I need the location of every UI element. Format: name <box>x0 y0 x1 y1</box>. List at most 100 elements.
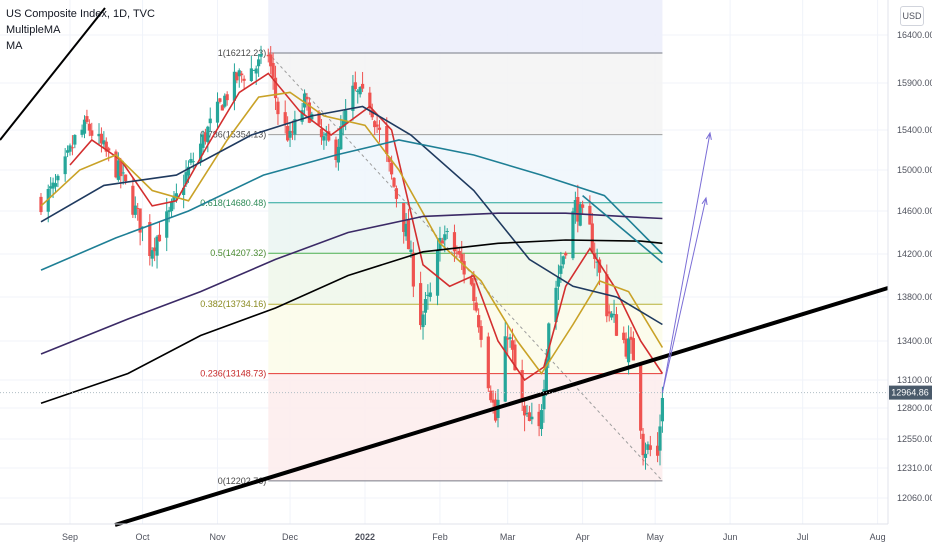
candle-body <box>360 83 365 89</box>
candle-body <box>136 208 140 210</box>
candle-body <box>660 397 665 422</box>
candle-body <box>455 252 459 254</box>
currency-button[interactable]: USD <box>900 6 924 26</box>
current-price-tag <box>889 385 932 400</box>
candle-body <box>452 232 457 252</box>
candle-body <box>65 150 70 153</box>
candle-body <box>351 85 355 111</box>
price-tick-label: 15400.00 <box>897 125 932 135</box>
candle-body <box>428 292 432 297</box>
candle-body <box>138 208 142 233</box>
indicator-ma[interactable]: MA <box>6 40 23 52</box>
candle-body <box>283 112 287 124</box>
time-tick-label: May <box>647 532 665 542</box>
candle-body <box>525 413 529 415</box>
candle-body <box>629 336 633 340</box>
moving-average-line <box>40 105 663 326</box>
fib-label: 0.786(15354.13) <box>200 130 266 140</box>
candle-body <box>631 338 636 361</box>
candle-body <box>269 54 273 67</box>
time-tick-label: Jul <box>797 532 809 542</box>
candle-body <box>530 416 534 420</box>
candle-body <box>56 175 60 181</box>
projection-line <box>661 132 711 393</box>
fib-label: 0.382(13734.16) <box>200 299 266 309</box>
price-tick-label: 12060.00 <box>897 493 932 503</box>
candle-body <box>462 261 466 275</box>
candle-body <box>90 130 94 136</box>
candle-body <box>249 68 253 82</box>
candle-body <box>370 109 374 118</box>
price-tick-label: 15900.00 <box>897 78 932 88</box>
candle-body <box>607 311 611 314</box>
candle-body <box>215 101 220 123</box>
candle-body <box>581 204 585 208</box>
candle-body <box>411 252 415 287</box>
projection-line <box>661 197 707 393</box>
price-tick-label: 12800.00 <box>897 403 932 413</box>
candle-body <box>63 156 67 175</box>
candle-body <box>148 222 152 257</box>
candle-body <box>639 365 643 431</box>
candle-body <box>223 95 227 107</box>
candle-body <box>445 231 449 233</box>
candle-body <box>305 96 309 100</box>
price-tick-label: 13800.00 <box>897 292 932 302</box>
chart-legend: US Composite Index, 1D, TVC MultipleMA M… <box>6 6 155 54</box>
candle-body <box>172 195 176 202</box>
moving-average-line <box>40 139 663 271</box>
candle-body <box>576 197 580 222</box>
candle-body <box>477 315 481 328</box>
candle-body <box>87 123 91 131</box>
candle-body <box>124 174 128 182</box>
candle-body <box>527 412 532 421</box>
symbol-title[interactable]: US Composite Index, 1D, TVC <box>6 8 155 20</box>
candle-body <box>174 193 178 198</box>
time-tick-label: Nov <box>209 532 226 542</box>
price-tick-label: 13400.00 <box>897 336 932 346</box>
indicator-multiplema[interactable]: MultipleMA <box>6 24 61 36</box>
candle-body <box>643 453 648 458</box>
candle-body <box>406 219 411 250</box>
candle-body <box>189 159 193 163</box>
candle-body <box>201 134 205 148</box>
candle-body <box>571 211 575 259</box>
candle-body <box>421 314 425 328</box>
candle-body <box>544 359 548 391</box>
candle-body <box>203 132 208 142</box>
candle-body <box>385 125 389 155</box>
candle-body <box>317 112 321 125</box>
time-tick-label: Jun <box>723 532 738 542</box>
candle-body <box>506 338 510 340</box>
candle-body <box>646 444 650 450</box>
candle-body <box>104 141 108 152</box>
candle-body <box>167 210 171 213</box>
time-tick-label: 2022 <box>355 532 375 542</box>
candle-body <box>622 332 626 340</box>
candle-body <box>206 126 210 143</box>
candle-body <box>556 277 561 287</box>
candle-body <box>472 283 476 302</box>
candle-body <box>595 261 599 263</box>
candle-body <box>561 256 565 265</box>
candle-body <box>626 338 631 363</box>
candle-body <box>503 336 507 402</box>
candle-body <box>225 94 229 101</box>
candle-body <box>184 172 188 185</box>
candle-body <box>508 337 512 340</box>
price-tick-label: 13100.00 <box>897 375 932 385</box>
moving-average-line <box>40 239 663 405</box>
candle-body <box>327 131 331 141</box>
candle-body <box>39 196 43 213</box>
candle-body <box>252 69 256 71</box>
candle-body <box>73 134 77 145</box>
candle-body <box>220 105 224 111</box>
candle-body <box>402 203 406 232</box>
candle-body <box>554 287 558 323</box>
candle-body <box>491 399 495 403</box>
moving-average-line <box>40 91 664 375</box>
candle-body <box>133 205 137 215</box>
candle-body <box>573 200 577 214</box>
